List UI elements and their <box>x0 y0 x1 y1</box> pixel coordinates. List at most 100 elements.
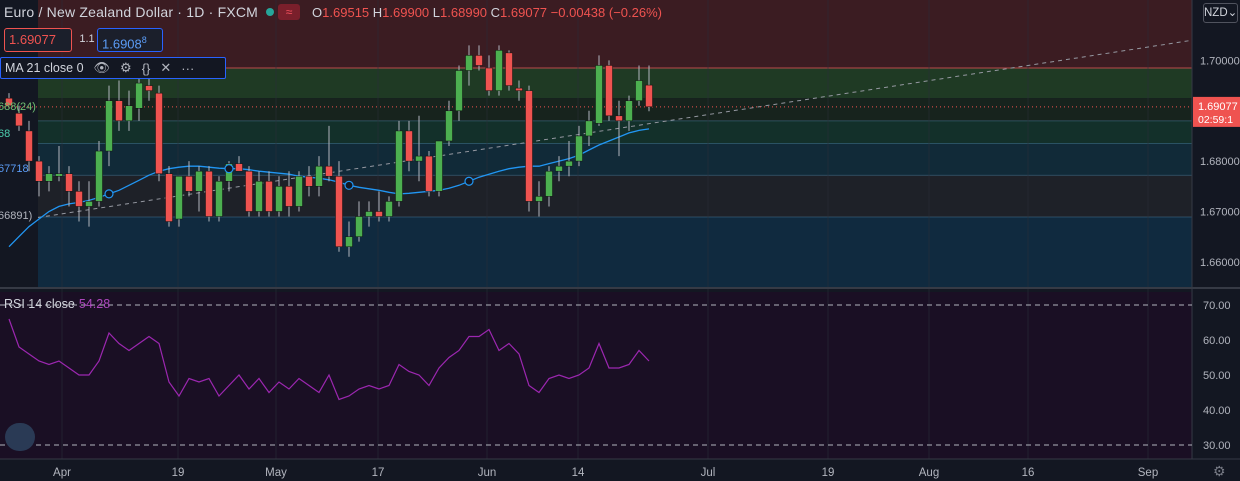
currency-button[interactable]: NZD⌄ <box>1203 3 1238 23</box>
candle-body <box>575 135 583 162</box>
candle-body <box>335 175 343 247</box>
price-tick-label: 1.66000 <box>1200 257 1240 269</box>
ma-legend-label: MA 21 close 0 <box>5 61 84 75</box>
candle-body <box>515 87 523 91</box>
ma-indicator-legend[interactable]: MA 21 close 0 👁 ⚙ {} ✕ ··· <box>0 57 226 79</box>
time-tick-label: 19 <box>172 467 185 479</box>
candle <box>215 176 223 222</box>
candle <box>105 85 113 167</box>
price-tag-price: 1.69077 <box>1198 101 1238 113</box>
candle <box>175 175 183 227</box>
candle <box>615 100 623 157</box>
ma-anchor-point <box>104 189 114 199</box>
candle-body <box>355 216 363 237</box>
candle <box>555 156 563 182</box>
tradingview-logo-icon[interactable] <box>5 423 35 451</box>
candle-body <box>595 65 603 124</box>
candle <box>365 201 373 227</box>
price-tick-label: 1.70000 <box>1200 55 1240 67</box>
candle-body <box>25 130 33 162</box>
candle <box>585 110 593 147</box>
gear-icon[interactable]: ⚙ <box>120 60 132 75</box>
braces-icon[interactable]: {} <box>141 60 151 76</box>
candle <box>395 120 403 207</box>
zone-band <box>38 217 1192 287</box>
level-label: 66891) <box>0 210 32 222</box>
candle <box>255 171 263 217</box>
candle-body <box>395 130 403 202</box>
price-tick-label: 1.68000 <box>1200 156 1240 168</box>
candle-body <box>245 170 253 212</box>
candle-body <box>305 175 313 187</box>
candle <box>185 161 193 197</box>
time-tick-label: 14 <box>572 467 585 479</box>
eye-icon[interactable]: 👁 <box>93 60 111 75</box>
candle-body <box>525 90 533 202</box>
price-tag-countdown: 02:59:1 <box>1198 114 1233 126</box>
candle <box>495 45 503 96</box>
rsi-legend-value: 54.28 <box>78 297 111 311</box>
candle-body <box>195 170 203 192</box>
candle-body <box>315 165 323 187</box>
zone-band <box>38 98 1192 121</box>
candle-body <box>215 181 223 217</box>
candle-body <box>255 181 263 212</box>
level-label: 688(24) <box>0 101 36 113</box>
candle-body <box>45 173 53 182</box>
level-label: 68 <box>0 128 10 140</box>
close-icon[interactable]: ✕ <box>160 60 172 75</box>
candle <box>55 146 63 182</box>
wave-icon[interactable]: ≈ <box>278 4 301 20</box>
candle <box>445 100 453 147</box>
candle <box>355 201 363 242</box>
time-tick-label: Jun <box>478 467 497 479</box>
zone-band <box>38 120 1192 144</box>
candle-body <box>365 211 373 217</box>
time-tick-label: May <box>265 467 287 479</box>
ma-anchor-point <box>344 180 354 190</box>
buy-button[interactable]: 1.69088 <box>97 28 163 52</box>
rsi-pane-background <box>0 292 1192 459</box>
candle-body <box>295 175 303 207</box>
candle <box>565 140 573 177</box>
candle-body <box>485 67 493 91</box>
candle-body <box>555 165 563 172</box>
candle <box>605 60 613 121</box>
candle-body <box>175 175 183 220</box>
candle-body <box>185 175 193 192</box>
candle-body <box>405 130 413 162</box>
ohlc-readout: O1.69515 H1.69900 L1.68990 C1.69077 −0.0… <box>312 4 662 20</box>
sell-button[interactable]: 1.69077 <box>4 28 72 52</box>
candle-body <box>325 165 333 177</box>
candle <box>25 120 33 172</box>
price-tick-label: 1.67000 <box>1200 206 1240 218</box>
candle <box>245 166 253 217</box>
candle-body <box>15 113 23 127</box>
candle-body <box>475 55 483 66</box>
candle-body <box>455 70 463 112</box>
candle <box>535 181 543 217</box>
time-tick-label: Aug <box>919 467 939 479</box>
candle-body <box>275 186 283 212</box>
candle <box>375 191 383 222</box>
candle-body <box>115 100 123 122</box>
more-icon[interactable]: ··· <box>181 60 195 76</box>
candle <box>455 65 463 121</box>
candle-body <box>585 120 593 137</box>
candle-body <box>385 201 393 217</box>
candle <box>285 171 293 217</box>
candle <box>325 125 333 182</box>
candle-body <box>205 170 213 217</box>
candle-body <box>605 65 613 117</box>
candle-body <box>145 85 153 91</box>
candle <box>315 156 323 197</box>
candle-body <box>65 173 73 192</box>
candle <box>635 65 643 106</box>
candle-body <box>105 100 113 152</box>
candle <box>265 171 273 217</box>
settings-gear-icon[interactable]: ⚙ <box>1213 463 1226 479</box>
candle-body <box>645 84 653 107</box>
candle <box>475 45 483 71</box>
rsi-indicator-legend[interactable]: RSI 14 close 54.28 <box>4 297 110 311</box>
